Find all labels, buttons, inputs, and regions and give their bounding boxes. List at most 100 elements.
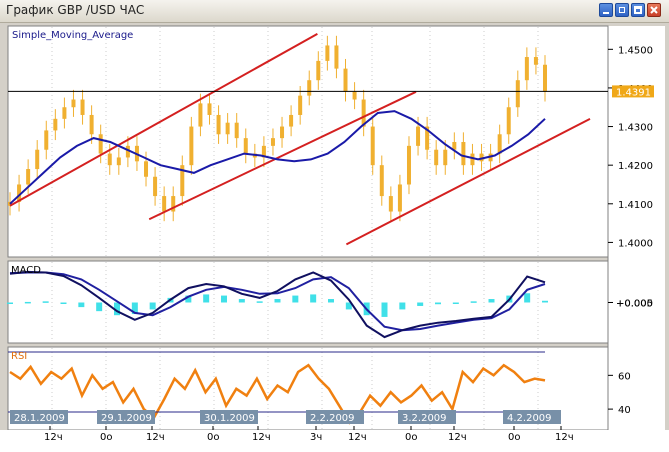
- price-candle: [506, 107, 511, 135]
- trend-line: [148, 90, 417, 221]
- price-candle: [443, 149, 448, 166]
- price-candle: [406, 145, 411, 185]
- price-candle: [497, 134, 502, 154]
- macd-histogram-bar: [78, 302, 85, 308]
- price-candle: [379, 165, 384, 197]
- price-candle: [452, 142, 457, 150]
- date-tag: [10, 410, 68, 424]
- macd-histogram-bar: [42, 301, 49, 303]
- macd-main-line: [9, 270, 546, 339]
- price-y-tick: 1.4000: [618, 238, 653, 249]
- price-candle: [543, 64, 547, 92]
- price-candle: [71, 99, 76, 108]
- price-candle: [470, 153, 475, 166]
- price-candle: [270, 138, 275, 146]
- price-candle: [35, 149, 40, 170]
- macd-histogram-bar: [381, 302, 388, 317]
- macd-histogram-bar: [274, 299, 281, 303]
- price-candle: [397, 184, 402, 212]
- date-tag-label: 30.1.2009: [204, 413, 255, 424]
- macd-label: MACD: [11, 265, 41, 276]
- hour-label: 12ч: [555, 432, 574, 443]
- price-candle: [416, 126, 421, 146]
- price-candle: [225, 122, 230, 135]
- price-candle: [515, 80, 520, 108]
- date-tag-label: 29.1.2009: [101, 413, 152, 424]
- price-candle: [89, 114, 94, 135]
- price-candle: [434, 149, 439, 166]
- macd-histogram-bar: [452, 302, 459, 304]
- macd-histogram-bar: [292, 295, 299, 303]
- sma-indicator-label: Simple_Moving_Average: [12, 30, 133, 41]
- minimize-icon[interactable]: [599, 3, 613, 17]
- price-y-tick: 1.4200: [618, 161, 653, 172]
- price-candle: [44, 130, 49, 150]
- price-candle: [198, 103, 203, 127]
- date-tag: [503, 410, 561, 424]
- rsi-label: RSI: [11, 351, 27, 362]
- price-y-tick: 1.4100: [618, 200, 653, 211]
- close-icon[interactable]: [647, 3, 661, 17]
- trend-line: [345, 117, 591, 246]
- price-candle: [289, 114, 294, 127]
- macd-histogram-bar: [435, 302, 441, 305]
- hour-label: 12ч: [448, 432, 467, 443]
- hour-label: 0о: [405, 432, 417, 443]
- maximize-icon[interactable]: [631, 3, 645, 17]
- date-tag: [398, 410, 456, 424]
- price-candle: [533, 57, 538, 65]
- price-candle: [116, 157, 121, 166]
- hour-label: 3ч: [310, 432, 322, 443]
- macd-panel[interactable]: [7, 260, 609, 344]
- hour-label: 12ч: [44, 432, 63, 443]
- macd-histogram-bar: [345, 302, 352, 310]
- price-candle: [80, 99, 85, 115]
- hour-label: 0о: [100, 432, 112, 443]
- hour-label: 12ч: [252, 432, 271, 443]
- restore-icon[interactable]: [615, 3, 629, 17]
- price-candle: [479, 153, 484, 162]
- price-candle: [53, 118, 58, 131]
- macd-histogram-bar: [149, 302, 156, 310]
- price-candle: [62, 107, 67, 119]
- date-tag-label: 2.2.2009: [310, 413, 355, 424]
- hour-label: 0о: [207, 432, 219, 443]
- date-tag-label: 3.2.2009: [402, 413, 447, 424]
- price-candle: [370, 126, 375, 166]
- price-candle: [17, 184, 22, 202]
- price-candle: [107, 153, 112, 166]
- price-candle: [307, 80, 312, 96]
- price-candle: [234, 122, 239, 139]
- price-candle: [153, 176, 158, 197]
- macd-histogram-bar: [542, 300, 548, 303]
- macd-histogram-bar: [60, 302, 67, 304]
- price-candle: [316, 60, 321, 81]
- price-candle: [98, 134, 103, 154]
- price-candle: [425, 126, 430, 150]
- macd-histogram-bar: [238, 299, 245, 303]
- price-candle: [280, 126, 285, 139]
- date-tag-label: 4.2.2009: [507, 413, 552, 424]
- current-price-label: 1.4391: [616, 87, 651, 98]
- macd-histogram-bar: [399, 302, 406, 310]
- macd-histogram-bar: [470, 301, 477, 303]
- macd-signal-line: [9, 271, 546, 332]
- price-y-tick: 1.4500: [618, 45, 653, 56]
- price-candle: [361, 99, 366, 127]
- title-bar[interactable]: График GBP /USD ЧАС: [0, 0, 669, 23]
- trend-line: [9, 32, 318, 207]
- macd-histogram-bar: [131, 302, 138, 315]
- price-candle: [162, 196, 167, 212]
- price-candle: [524, 57, 529, 81]
- macd-histogram-bar: [7, 302, 13, 304]
- date-tag: [97, 410, 155, 424]
- rsi-y-tick: 60: [618, 371, 631, 382]
- rsi-y-tick: 40: [618, 405, 631, 416]
- price-candle: [343, 68, 348, 92]
- price-y-tick: 1.4300: [618, 123, 653, 134]
- price-candle: [171, 196, 176, 212]
- price-candle: [334, 45, 339, 69]
- price-candle: [216, 114, 221, 135]
- date-tag: [306, 410, 364, 424]
